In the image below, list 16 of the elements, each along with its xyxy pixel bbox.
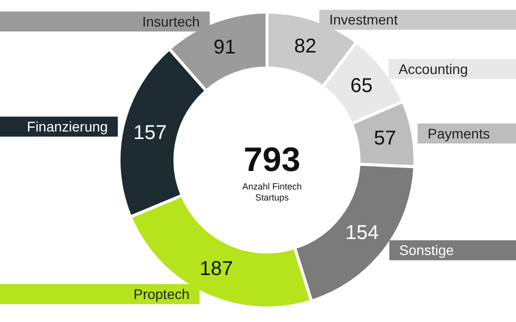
slice-label: Accounting xyxy=(398,60,468,77)
data-label: 91 xyxy=(214,36,236,59)
slice-label: Sonstige xyxy=(399,242,454,258)
text: 793 xyxy=(244,141,300,179)
slice-label: Proptech xyxy=(133,286,190,302)
slice-label: Finanzierung xyxy=(26,118,108,135)
data-label: 187 xyxy=(200,258,234,280)
text: Anzahl Fintech Startups xyxy=(242,182,302,202)
data-label: 82 xyxy=(294,35,316,58)
data-label: 57 xyxy=(374,127,396,150)
slice-label: Payments xyxy=(428,125,490,142)
data-label: 65 xyxy=(350,75,373,98)
data-label: 154 xyxy=(345,222,379,244)
data-label: 157 xyxy=(133,122,167,144)
slice-label: Insurtech xyxy=(142,14,200,30)
slice-label: Investment xyxy=(329,12,398,28)
